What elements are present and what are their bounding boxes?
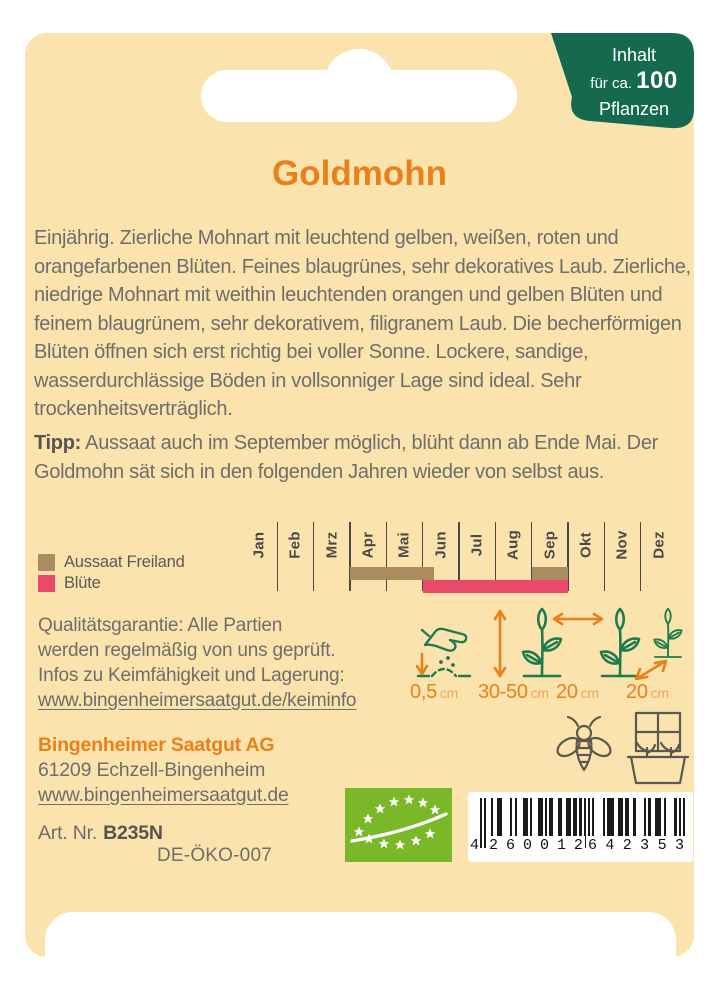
- plant-spacing-icon: [552, 607, 641, 678]
- plant-height-value: 30-50 cm: [478, 681, 549, 703]
- calendar-divider: [312, 522, 315, 591]
- calendar-divider: [276, 522, 279, 591]
- calendar-divider: [530, 522, 533, 591]
- row-spacing-icon: [634, 607, 683, 680]
- row-spacing-value: 20 cm: [626, 681, 669, 703]
- calendar-month-Dez: Dez: [650, 531, 668, 559]
- article-number-line: Art. Nr. B235N: [38, 822, 163, 844]
- cultivation-pictograms: [415, 607, 683, 680]
- plant-spacing-value: 20 cm: [556, 681, 599, 703]
- calendar-month-Jul: Jul: [468, 533, 486, 557]
- sowing-swatch-icon: [38, 553, 55, 571]
- bee-friendly-icon: [556, 715, 612, 772]
- calendar-month-Mrz: Mrz: [323, 531, 341, 559]
- calendar-month-Feb: Feb: [286, 531, 304, 559]
- calendar-month-Mai: Mai: [395, 532, 413, 558]
- eco-control-code: DE-ÖKO-007: [157, 845, 272, 866]
- barcode-digits: 4: [469, 836, 479, 854]
- tip-label: Tipp:: [34, 432, 82, 454]
- badge-line1: Inhalt: [611, 45, 657, 65]
- publisher-name: Bingenheimer Saatgut AG: [38, 734, 275, 756]
- publisher-address: 61209 Echzell-Bingenheim: [38, 759, 266, 781]
- quality-line: Qualitätsgarantie: Alle Partien: [38, 615, 283, 636]
- barcode-bars: [480, 798, 686, 850]
- calendar-month-Okt: Okt: [577, 532, 595, 558]
- sowing-depth-value: 0,5 cm: [410, 681, 458, 703]
- publisher-block: Bingenheimer Saatgut AG 61209 Echzell-Bi…: [38, 733, 289, 808]
- plant-count: 100: [636, 67, 678, 94]
- sowing-calendar: Jan Feb Mrz Apr Mai Jun Jul Aug Sep Okt Nov Dez: [241, 522, 677, 594]
- bloom-period-bar: [422, 580, 568, 593]
- description-text: Einjährig. Zierliche Mohnart mit leuchte…: [34, 227, 691, 420]
- content-badge: Inhalt für ca. 100 Pflanzen: [574, 45, 694, 120]
- content-badge-shape: [551, 33, 694, 129]
- legend-item-sowing: Aussaat Freiland: [38, 553, 185, 571]
- calendar-divider: [567, 522, 569, 591]
- calendar-month-Aug: Aug: [504, 529, 522, 561]
- bloom-swatch-icon: [38, 574, 55, 592]
- calendar-divider: [349, 522, 351, 591]
- hang-hole-slot: [201, 70, 517, 122]
- calendar-month-Sep: Sep: [541, 530, 559, 560]
- calendar-month-Apr: Apr: [359, 531, 377, 559]
- calendar-divider: [385, 522, 388, 591]
- calendar-divider: [458, 522, 460, 591]
- badge-line3: Pflanzen: [598, 99, 670, 119]
- quality-line: werden regelmäßig von uns geprüft.: [38, 640, 336, 661]
- calendar-divider: [639, 522, 642, 591]
- seed-packet-back: Inhalt für ca. 100 Pflanzen Goldmohn Ein…: [25, 33, 694, 957]
- sowing-period-bar: [350, 567, 434, 580]
- publisher-website-link[interactable]: www.bingenheimersaatgut.de: [38, 784, 289, 806]
- packet-bottom-fold: [45, 912, 676, 957]
- germination-info-link[interactable]: www.bingenheimersaatgut.de/keiminfo: [38, 690, 357, 711]
- plant-height-icon: [493, 607, 563, 678]
- quality-guarantee: Qualitätsgarantie: Alle Partien werden r…: [38, 613, 418, 713]
- window-box-icon: [626, 711, 690, 785]
- sowing-period-bar: [531, 567, 568, 580]
- quality-line: Infos zu Keimfähigkeit und Lagerung:: [38, 665, 345, 686]
- article-number: B235N: [103, 822, 163, 844]
- calendar-month-Nov: Nov: [613, 530, 631, 560]
- tip-text: Tipp: Aussaat auch im September möglich,…: [34, 432, 659, 483]
- calendar-divider: [421, 522, 424, 591]
- badge-line2: für ca. 100: [590, 67, 678, 94]
- legend-label: Blüte: [64, 573, 101, 592]
- calendar-month-Jun: Jun: [432, 531, 450, 559]
- legend-item-bloom: Blüte: [38, 574, 101, 592]
- legend-label: Aussaat Freiland: [64, 552, 185, 571]
- sowing-depth-icon: [415, 627, 472, 678]
- variety-title: Goldmohn: [272, 154, 447, 193]
- calendar-divider: [494, 522, 497, 591]
- eu-organic-logo: [345, 788, 452, 862]
- calendar-divider: [603, 522, 606, 591]
- calendar-month-Jan: Jan: [250, 531, 268, 559]
